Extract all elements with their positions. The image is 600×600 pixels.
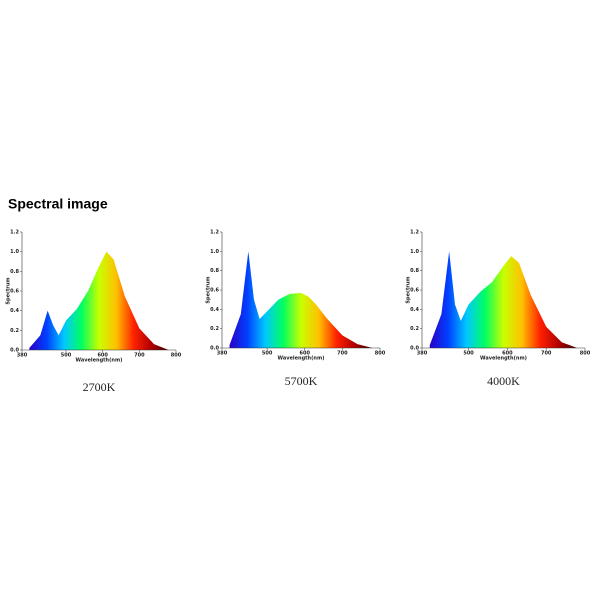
x-tick-label: 800	[580, 351, 591, 357]
y-tick-label: 0.2	[10, 328, 19, 334]
spectrum-area	[429, 251, 578, 348]
y-tick-label: 1.2	[410, 230, 419, 236]
x-tick-label: 380	[17, 353, 28, 359]
y-tick-label: 0.8	[410, 268, 419, 274]
x-tick-label: 800	[171, 353, 182, 359]
y-tick-label: 0.0	[410, 346, 419, 352]
heading: Spectral image	[8, 196, 108, 212]
x-tick-label: 380	[217, 351, 228, 357]
y-tick-label: 0.4	[210, 307, 219, 313]
x-axis-label: Wavelength(nm)	[480, 356, 527, 362]
y-tick-label: 0.8	[210, 268, 219, 274]
caption: 5700K	[285, 374, 318, 388]
y-tick-label: 0.4	[410, 307, 419, 313]
x-tick-label: 700	[337, 351, 348, 357]
y-tick-label: 1.2	[10, 230, 19, 236]
x-tick-label: 380	[417, 351, 428, 357]
x-tick-label: 600	[300, 351, 311, 357]
y-tick-label: 0.8	[10, 269, 19, 275]
y-tick-label: 0.0	[10, 348, 19, 354]
y-tick-label: 0.6	[410, 288, 419, 294]
y-axis-label: Spectrum	[6, 277, 12, 304]
y-axis-label: Spectrum	[406, 276, 412, 303]
spectrum-area	[229, 251, 373, 348]
caption: 4000K	[487, 374, 520, 388]
x-tick-label: 800	[375, 351, 386, 357]
y-tick-label: 0.6	[210, 288, 219, 294]
y-tick-label: 1.0	[410, 249, 419, 255]
y-tick-label: 0.4	[10, 308, 19, 314]
y-tick-label: 1.0	[10, 249, 19, 255]
y-tick-label: 0.6	[10, 289, 19, 295]
y-tick-label: 0.0	[210, 346, 219, 352]
y-tick-label: 1.0	[210, 249, 219, 255]
spectrum-area	[29, 251, 169, 350]
caption: 2700K	[83, 380, 116, 394]
y-tick-label: 0.2	[410, 326, 419, 332]
x-tick-label: 500	[463, 351, 474, 357]
x-tick-label: 600	[97, 353, 108, 359]
x-tick-label: 600	[502, 351, 513, 357]
x-axis-label: Wavelength(nm)	[278, 356, 325, 362]
y-tick-label: 0.2	[210, 326, 219, 332]
x-tick-label: 500	[61, 353, 72, 359]
y-tick-label: 1.2	[210, 230, 219, 236]
x-axis-label: Wavelength(nm)	[76, 358, 123, 364]
y-axis-label: Spectrum	[206, 276, 212, 303]
x-tick-label: 700	[134, 353, 145, 359]
x-tick-label: 500	[262, 351, 273, 357]
x-tick-label: 700	[541, 351, 552, 357]
